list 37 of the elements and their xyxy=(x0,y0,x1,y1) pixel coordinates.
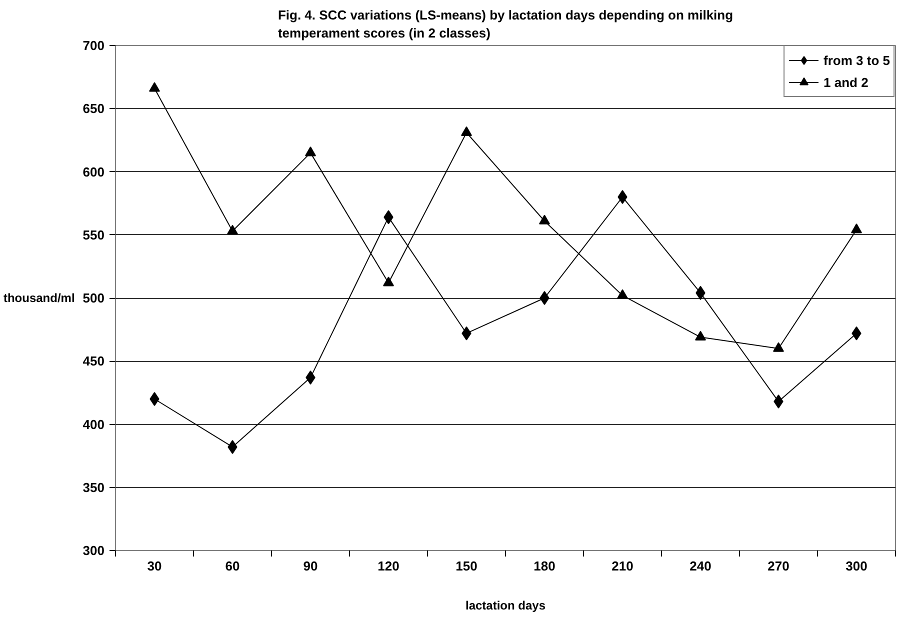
y-tick-label: 550 xyxy=(82,227,105,242)
y-tick-label: 400 xyxy=(82,416,105,432)
point xyxy=(461,126,472,136)
point xyxy=(227,224,238,234)
x-tick-label: 120 xyxy=(378,558,400,574)
x-tick-label: 180 xyxy=(534,558,556,574)
point xyxy=(851,224,862,234)
x-tick-label: 30 xyxy=(147,558,162,574)
x-tick-label: 210 xyxy=(612,558,634,574)
chart-title: Fig. 4. SCC variations (LS-means) by lactation days depending on milking temperament scores (in 2 classes) xyxy=(278,8,734,40)
y-tick-label: 450 xyxy=(82,354,105,369)
x-tick-label: 300 xyxy=(846,558,868,574)
point xyxy=(149,82,160,92)
point xyxy=(773,342,784,352)
y-tick-label: 600 xyxy=(82,164,105,180)
point xyxy=(383,276,394,286)
legend-label: from 3 to 5 xyxy=(824,52,890,68)
x-axis-title: lactation days xyxy=(465,598,546,612)
point xyxy=(695,330,706,341)
x-tick-label: 240 xyxy=(690,558,712,574)
y-tick-label: 650 xyxy=(82,101,105,116)
y-tick-label: 350 xyxy=(82,480,105,495)
y-tick-label: 700 xyxy=(82,38,105,53)
point xyxy=(540,291,550,305)
x-tick-label: 150 xyxy=(456,558,478,574)
x-tick-label: 90 xyxy=(303,558,318,574)
x-tick-label: 270 xyxy=(768,558,790,574)
x-tick-label: 60 xyxy=(225,558,240,574)
point xyxy=(305,146,316,156)
point xyxy=(539,214,550,224)
point xyxy=(617,289,628,299)
y-tick-label: 300 xyxy=(82,543,105,558)
point xyxy=(150,392,160,406)
legend-label: 1 and 2 xyxy=(824,74,868,90)
y-tick-label: 500 xyxy=(82,290,105,306)
point xyxy=(618,190,628,204)
y-axis-title: thousand/ml xyxy=(3,291,75,305)
